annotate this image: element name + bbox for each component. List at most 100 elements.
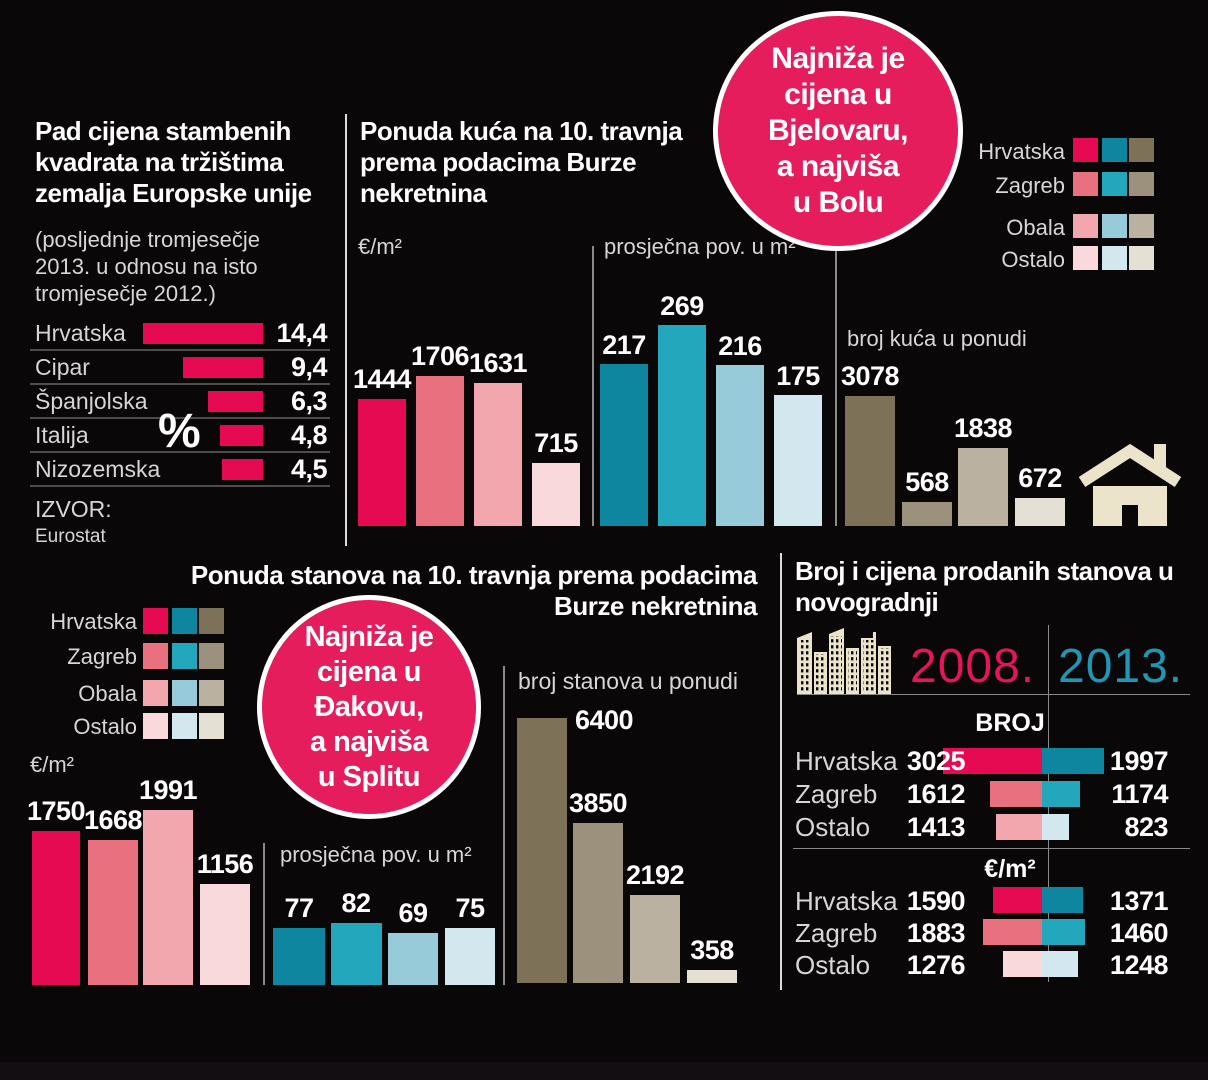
bar-flats-eur-ostalo [200,884,250,985]
legend-item-obala: Obala [78,681,137,706]
bar-flats-eur-zagreb [88,840,138,985]
sold-panel-title: Broj i cijena prodanih stanova u novogra… [795,556,1174,617]
price-header: €/m² [984,855,1036,883]
table-value-2008: 1413 [906,812,966,842]
bar-price-2008-hrvatska [993,887,1042,913]
eu-bar-italija [220,425,263,446]
bar-value: 216 [718,331,762,361]
swatch-teal-3 [1102,214,1127,238]
legend-item-zagreb: Zagreb [67,644,137,669]
bar-flats-area-obala [388,933,438,985]
year-2013: 2013. [1058,640,1184,693]
eu-row-value: 4,5 [290,454,328,484]
row-separator [30,349,330,351]
flats-panel-title: Ponuda stanova na 10. travnja prema poda… [190,560,758,621]
bar-houses-count-obala [958,448,1008,526]
bar-value: 1838 [953,413,1013,443]
swatch-teal-1 [172,608,197,634]
group-divider [835,246,837,526]
flats-count-label: broj stanova u ponudi [518,668,738,694]
table-value-2013: 823 [1124,812,1168,842]
swatch-brown-4 [199,713,224,739]
swatch-brown-4 [1129,246,1154,270]
bar-broj-2008-hrvatska [943,748,1042,774]
eu-title-line2: kvadrata na tržištima [35,147,284,177]
table-value-2013: 1997 [1109,746,1169,776]
swatch-pink-1 [143,608,168,634]
bar-flats-area-zagreb [331,923,382,985]
flats-eur-label: €/m² [30,752,74,777]
houses-area-label: prosječna pov. u m² [604,234,796,259]
bar-houses-count-ostalo [1015,498,1065,526]
bar-houses-count-hrvatska [845,396,895,526]
bar-value: 175 [776,361,820,391]
eu-row-value: 14,4 [276,318,327,348]
swatch-teal-4 [172,713,197,739]
bar-price-2008-ostalo [1003,951,1042,977]
legend-item-obala: Obala [1006,215,1065,240]
bar-value: 269 [660,291,704,321]
row-separator [30,485,330,487]
bar-value: 1991 [138,775,198,805]
bar-broj-2013-ostalo [1042,814,1069,840]
bar-value: 6400 [575,705,634,735]
table-value-2008: 1590 [906,886,966,916]
bar-value: 69 [398,898,428,928]
swatch-teal-2 [172,643,197,669]
bar-value: 3078 [840,361,900,391]
bar-houses-area-obala [716,365,764,526]
table-row-label: Zagreb [795,918,878,948]
bar-value: 568 [905,467,949,497]
bar-value: 2192 [625,860,685,890]
header-rule [797,694,1190,695]
callout-djakovo-split: Najniža je cijena u Đakovu, a najviša u … [257,595,481,819]
eu-title-line3: zemalja Europske unije [35,178,312,208]
table-value-2008: 1883 [906,918,966,948]
eu-row-label: Nizozemska [35,456,161,482]
callout-text: Najniža je cijena u Đakovu, a najviša u … [304,620,434,793]
eu-row-label: Cipar [35,354,90,380]
eu-panel-title: Pad cijena stambenih kvadrata na tržišti… [35,116,350,209]
swatch-pink-1 [1073,138,1098,162]
bar-flats-count-ostalo [687,970,737,983]
houses-panel-title: Ponuda kuća na 10. travnja prema podacim… [360,116,683,208]
group-divider [503,666,505,985]
bar-value: 3850 [568,788,628,818]
bar-flats-count-obala [630,895,680,983]
row-separator [30,383,330,385]
bar-value: 358 [690,935,734,965]
eu-row-label: Hrvatska [35,320,126,346]
swatch-teal-1 [1102,138,1127,162]
eu-row-label: Španjolska [35,388,148,414]
swatch-pink-4 [143,713,168,739]
bar-value: 77 [284,893,314,923]
table-row-label: Ostalo [795,812,871,842]
swatch-pink-3 [1073,214,1098,238]
houses-eur-label: €/m² [358,234,402,259]
table-row-label: Hrvatska [795,886,898,916]
legend-item-ostalo: Ostalo [73,714,137,739]
swatch-brown-2 [1129,172,1154,196]
panel-divider-vertical [780,553,782,990]
legend-item-zagreb: Zagreb [995,173,1065,198]
swatch-pink-2 [1073,172,1098,196]
swatch-brown-2 [199,643,224,669]
broj-header: BROJ [975,709,1045,737]
year-2008: 2008. [910,640,1036,693]
bar-value: 1750 [26,796,86,826]
bar-houses-area-ostalo [774,395,822,526]
bar-broj-2013-zagreb [1042,781,1080,807]
swatch-brown-1 [199,608,224,634]
bar-houses-eur-zagreb [416,376,464,526]
bar-houses-area-hrvatska [600,364,648,526]
swatch-teal-2 [1102,172,1127,196]
bar-broj-2008-ostalo [996,814,1042,840]
callout-text: Najniža je cijena u Bjelovaru, a najviša… [767,42,909,219]
bar-broj-2013-hrvatska [1042,748,1104,774]
bar-value: 1444 [352,364,412,394]
eu-row-value: 9,4 [290,352,328,382]
bar-flats-count-hrvatska [517,718,567,983]
group-divider [592,246,594,526]
table-row-label: Ostalo [795,950,871,980]
bar-houses-eur-ostalo [532,463,580,526]
